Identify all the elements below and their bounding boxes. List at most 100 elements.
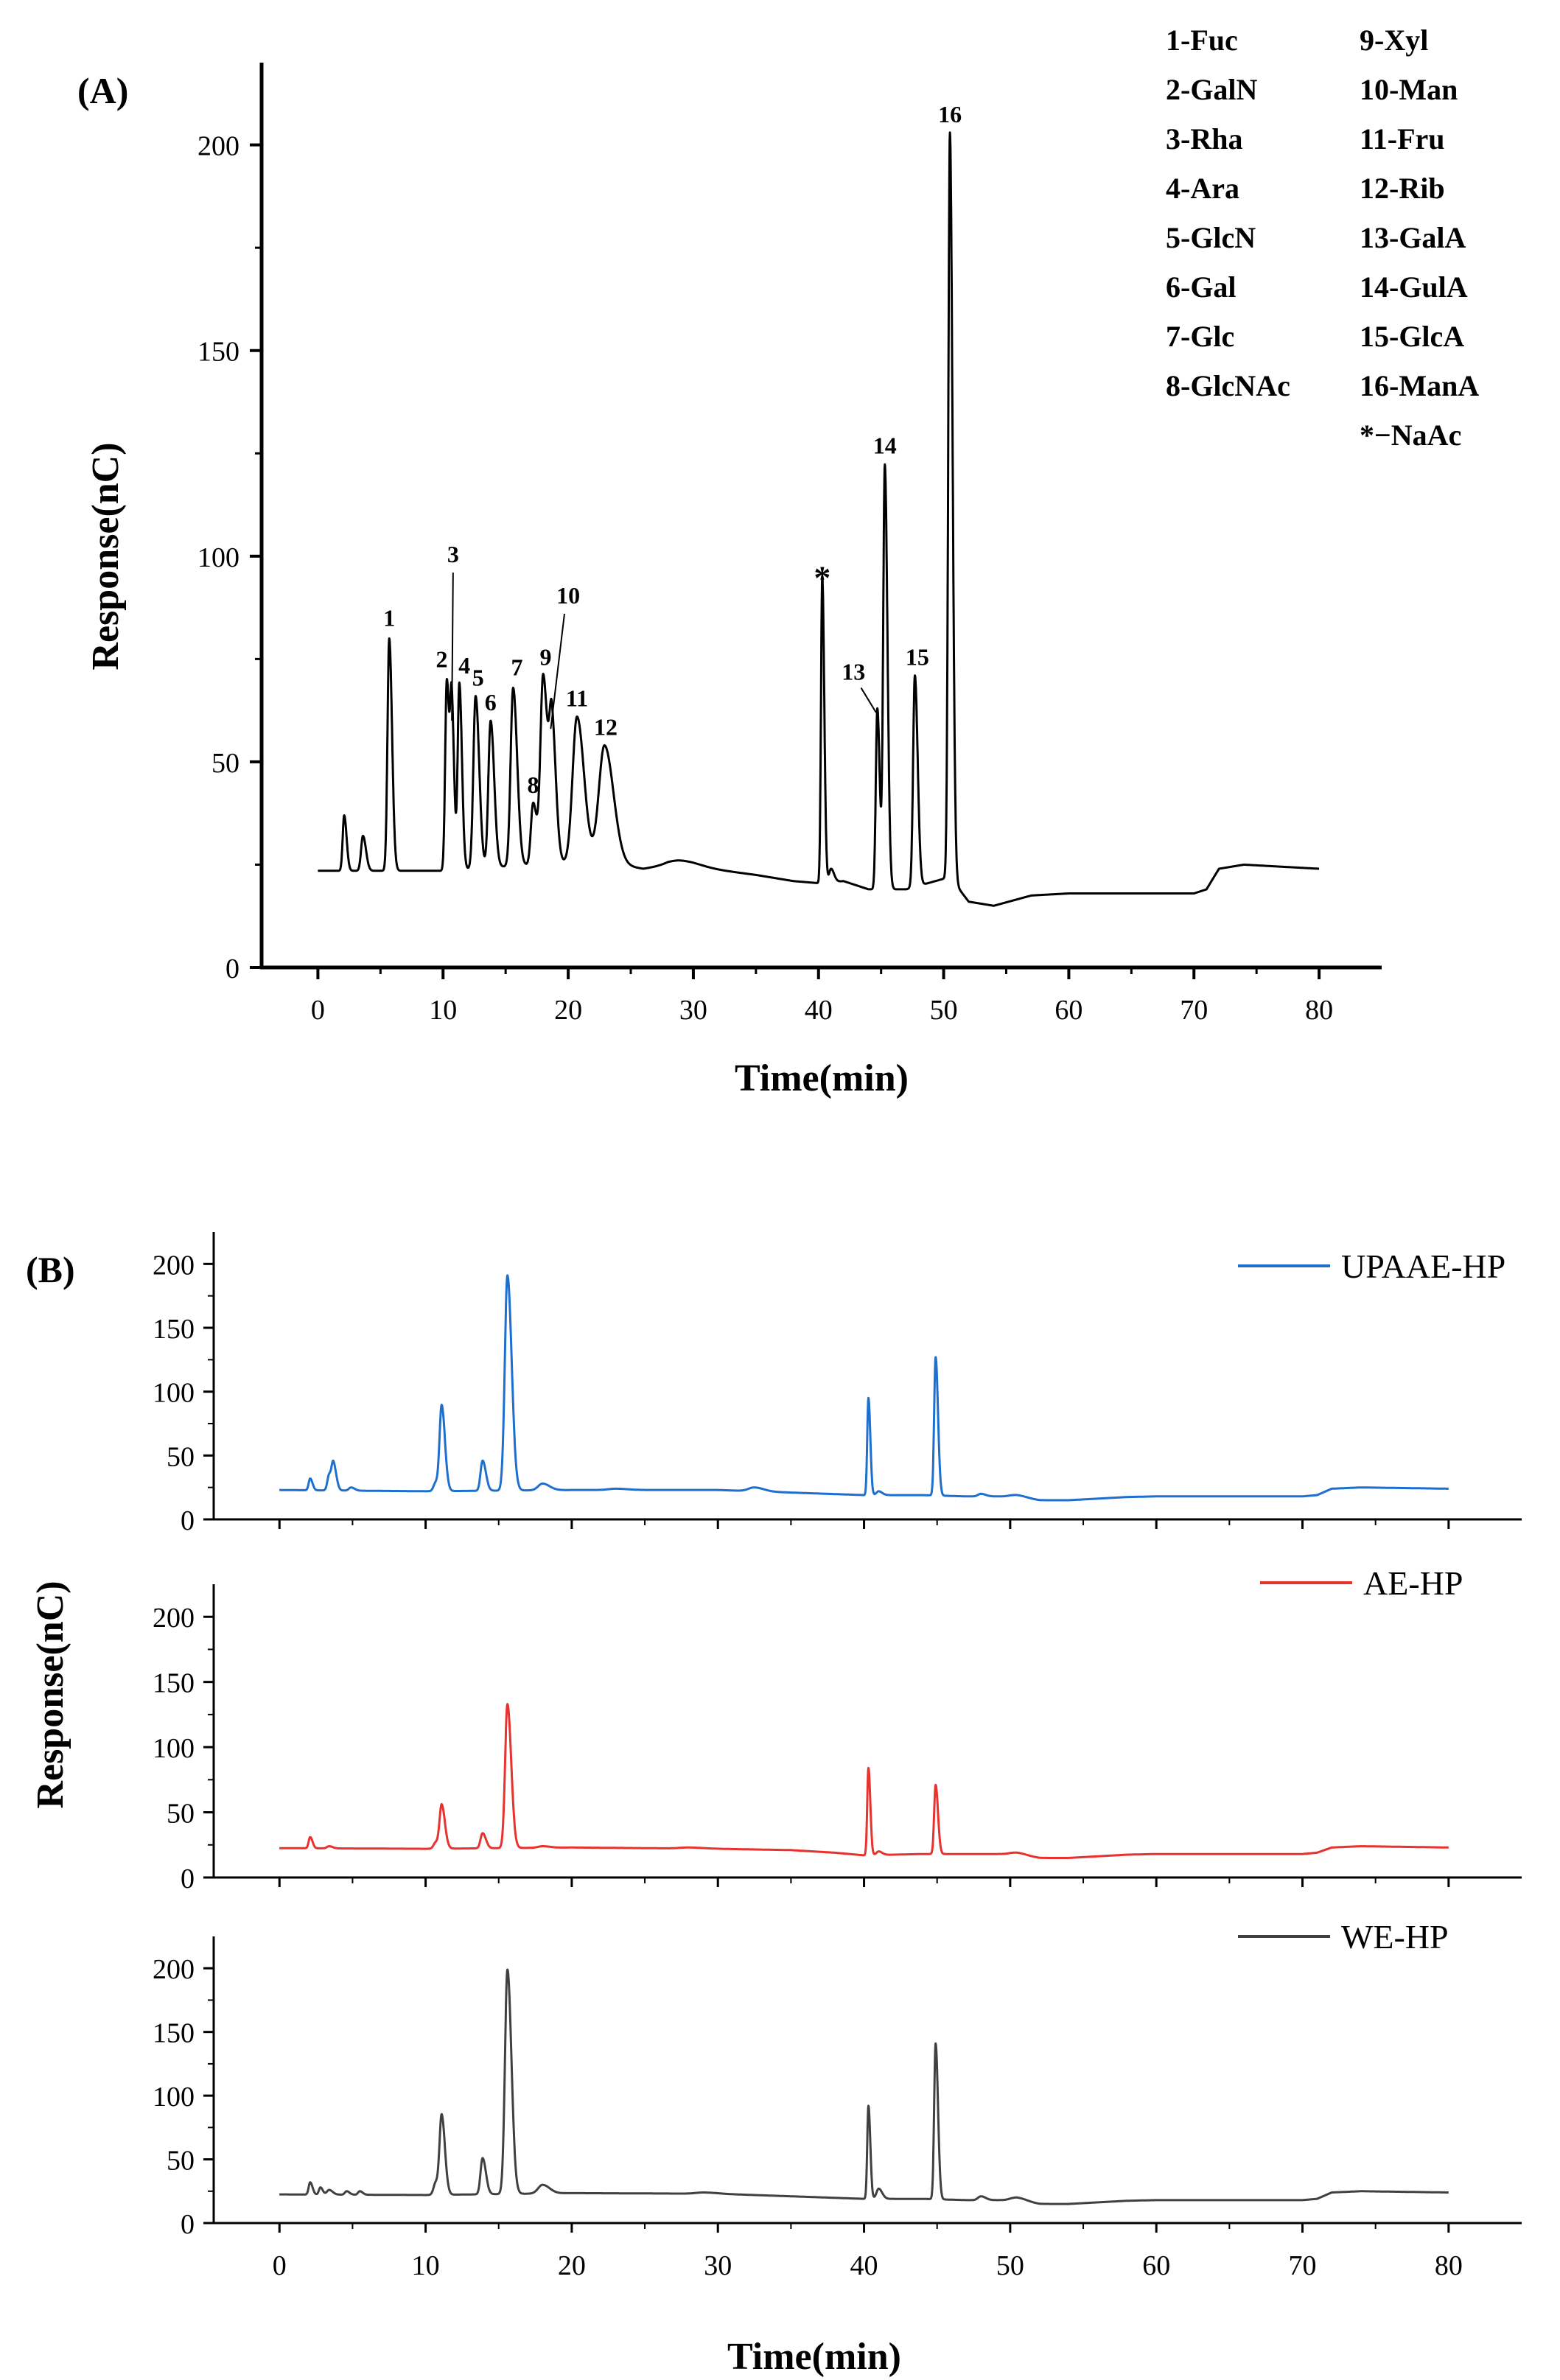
panel-a-x-tick-label: 50 [930, 995, 958, 1026]
panel-a-x-tick-label: 30 [679, 995, 707, 1026]
legend-entry: 2-GalN [1166, 73, 1258, 106]
subplot-upaae-hp: 0 50 100 150 200 UPAAE-HP [153, 1232, 1522, 1536]
panel-b-x-axis-label: Time(min) [727, 2336, 901, 2378]
panel-a-y-tick-label: 100 [197, 542, 239, 573]
legend-label: UPAAE-HP [1341, 1247, 1505, 1285]
legend-entry: 8-GlcNAc [1166, 369, 1290, 402]
y-tick-label: 200 [153, 1250, 195, 1281]
panel-b-y-axis-label: Response(nC) [29, 1581, 71, 1808]
peak-label: 3 [447, 541, 459, 567]
legend-entry: 13-GalA [1360, 221, 1466, 254]
panel-b-plot-areas: 0 50 100 150 200 UPAAE-HP 0 50 100 150 200 AE-HP 0 50… [153, 1232, 1522, 2240]
y-tick-label: 100 [153, 1378, 195, 1409]
x-tick-label: 80 [1435, 2250, 1463, 2281]
panel-a-y-tick-label: 200 [197, 131, 239, 162]
peak-label: 13 [842, 658, 865, 685]
subplot-ae-hp: 0 50 100 150 200 AE-HP [153, 1564, 1522, 1894]
peak-label: * [814, 559, 830, 596]
peak-label: 8 [528, 771, 539, 798]
panel-a-x-tick-label: 60 [1054, 995, 1082, 1026]
panel-a-y-tick-label: 50 [211, 748, 239, 779]
peak-label: 12 [594, 714, 618, 741]
peak-label: 5 [472, 665, 484, 691]
peak-label: 10 [556, 582, 580, 609]
peak-label: 7 [511, 654, 522, 681]
y-tick-label: 150 [153, 1314, 195, 1345]
panel-a-x-ticks: 0 10 20 30 40 50 60 70 80 [311, 967, 1333, 1026]
x-tick-label: 20 [558, 2250, 586, 2281]
panel-b-label: (B) [26, 1249, 75, 1290]
peak-label: 4 [458, 652, 470, 679]
peak-label: 14 [873, 432, 897, 458]
panel-a-x-tick-label: 10 [429, 995, 457, 1026]
peak-label: 1 [383, 605, 395, 631]
peak-label: 15 [906, 644, 929, 671]
legend-entry: 3-Rha [1166, 122, 1242, 155]
legend-entry: 1-Fuc [1166, 24, 1238, 57]
panel-a-y-ticks: 0 50 100 150 200 [197, 131, 262, 984]
panel-a-x-axis-label: Time(min) [735, 1057, 909, 1099]
panel-a-x-tick-label: 70 [1180, 995, 1208, 1026]
peak-label: 6 [485, 689, 497, 715]
legend-entry: 10-Man [1360, 73, 1458, 106]
y-tick-label: 50 [167, 2146, 195, 2177]
y-tick-label: 50 [167, 1799, 195, 1830]
legend-entry: 5-GlcN [1166, 221, 1256, 254]
y-tick-label: 100 [153, 1733, 195, 1764]
series-trace [279, 1968, 1449, 2205]
panel-a-x-tick-label: 0 [311, 995, 325, 1026]
panel-a-x-tick-label: 20 [554, 995, 582, 1026]
peak-leader-line [451, 573, 454, 721]
legend-entry: 12-Rib [1360, 172, 1445, 205]
panel-a-trace [317, 131, 1321, 907]
panel-a-y-tick-label: 0 [225, 953, 239, 984]
subplot-we-hp: 0 50 100 150 200 WE-HP [153, 1918, 1522, 2240]
x-tick-label: 70 [1289, 2250, 1317, 2281]
panel-a-y-axis-label: Response(nC) [85, 442, 127, 670]
panel-a-x-tick-label: 80 [1305, 995, 1333, 1026]
legend-entry: 15-GlcA [1360, 320, 1464, 353]
legend-entry: 7-Glc [1166, 320, 1234, 353]
legend-entry: 6-Gal [1166, 270, 1237, 304]
legend-entry: 4-Ara [1166, 172, 1239, 205]
panel-a-x-tick-label: 40 [805, 995, 833, 1026]
series-trace [279, 1703, 1449, 1859]
legend-entry: 16-ManA [1360, 369, 1479, 402]
y-tick-label: 200 [153, 1603, 195, 1634]
peak-label: 2 [436, 646, 448, 673]
y-tick-label: 150 [153, 2018, 195, 2049]
legend-entry: 11-Fru [1360, 122, 1445, 155]
y-tick-label: 100 [153, 2082, 195, 2113]
legend-label: AE-HP [1363, 1564, 1463, 1602]
x-tick-label: 40 [850, 2250, 878, 2281]
legend-entry: 14-GulA [1360, 270, 1468, 304]
y-tick-label: 50 [167, 1441, 195, 1472]
legend-entry: 9-Xyl [1360, 24, 1428, 57]
y-tick-label: 0 [181, 1505, 195, 1536]
peak-label: 9 [540, 644, 552, 671]
x-tick-label: 10 [412, 2250, 440, 2281]
y-tick-label: 150 [153, 1668, 195, 1699]
panel-a-legend: 1-Fuc 2-GalN 3-Rha 4-Ara 5-GlcN 6-Gal 7-Glc 8-G… [1166, 24, 1479, 452]
panel-a-y-tick-label: 150 [197, 337, 239, 368]
y-tick-label: 0 [181, 2209, 195, 2240]
y-tick-label: 200 [153, 1954, 195, 1985]
peak-label: 11 [566, 685, 588, 712]
peak-label: 16 [938, 101, 962, 127]
y-tick-label: 0 [181, 1863, 195, 1894]
x-tick-label: 50 [996, 2250, 1024, 2281]
peak-leader-line [550, 613, 565, 729]
series-trace [279, 1274, 1449, 1502]
x-tick-label: 30 [704, 2250, 732, 2281]
peak-leader-line [860, 687, 877, 713]
legend-entry: *−NaAc [1360, 419, 1461, 452]
panel-b-x-ticks: 0 10 20 30 40 50 60 70 80 [273, 2250, 1463, 2281]
panel-a-label: (A) [77, 70, 128, 111]
legend-label: WE-HP [1341, 1918, 1449, 1956]
x-tick-label: 60 [1142, 2250, 1170, 2281]
x-tick-label: 0 [273, 2250, 287, 2281]
